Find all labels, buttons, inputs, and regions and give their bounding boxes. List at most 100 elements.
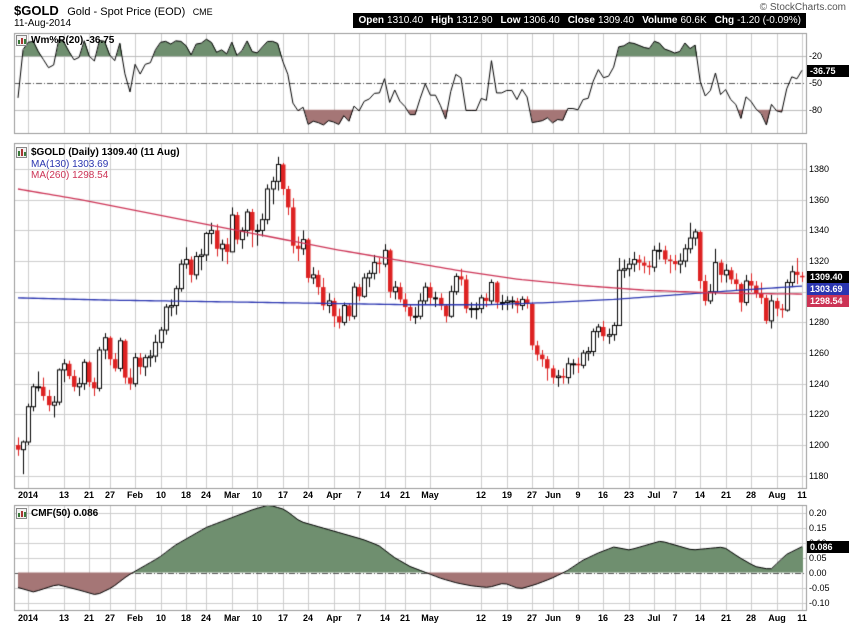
header-title: $GOLD Gold - Spot Price (EOD) CME bbox=[14, 2, 213, 20]
x-axis-label: 11 bbox=[797, 613, 807, 623]
quote-value: 1310.40 bbox=[387, 15, 424, 26]
ma260-value-badge: 1298.54 bbox=[807, 295, 849, 307]
x-axis-label: Aug bbox=[768, 490, 786, 500]
x-axis-label: May bbox=[421, 613, 439, 623]
cmf-panel-label: CMF(50) 0.086 bbox=[16, 508, 98, 519]
x-axis-label: 9 bbox=[575, 613, 581, 623]
cmf-axis-label: 0.15 bbox=[809, 523, 827, 533]
chart-type-icon[interactable] bbox=[16, 147, 27, 158]
x-axis-label: 23 bbox=[623, 490, 634, 500]
cmf-axis-label: 0.20 bbox=[809, 508, 827, 518]
wpr-axis-label: -20 bbox=[809, 51, 823, 61]
x-axis-label: 27 bbox=[104, 613, 115, 623]
quote-label: Chg bbox=[714, 15, 735, 26]
x-axis-label: Feb bbox=[126, 490, 143, 500]
x-axis-label: 16 bbox=[597, 613, 608, 623]
x-axis-label: 10 bbox=[155, 613, 166, 623]
x-axis-label: 2014 bbox=[17, 490, 39, 500]
x-axis-label: 23 bbox=[623, 613, 634, 623]
x-axis-label: 18 bbox=[180, 490, 191, 500]
wpr-axis-label: -50 bbox=[809, 78, 823, 88]
x-axis-label: 16 bbox=[597, 490, 608, 500]
quote-label: Volume bbox=[642, 15, 678, 26]
price-axis-label: 1220 bbox=[809, 409, 830, 419]
price-axis-label: 1280 bbox=[809, 317, 830, 327]
x-axis-label: 10 bbox=[251, 490, 262, 500]
price-axis-label: 1240 bbox=[809, 379, 830, 389]
wpr-panel-label: Wm%R(20) -36.75 bbox=[16, 35, 114, 46]
quote-label: High bbox=[431, 15, 454, 26]
quote-label: Open bbox=[358, 15, 385, 26]
x-axis-label: 10 bbox=[155, 490, 166, 500]
x-axis-label: 19 bbox=[501, 613, 512, 623]
quote-strip: Open 1310.40 High 1312.90 Low 1306.40 Close 130… bbox=[353, 13, 806, 28]
x-axis-label: May bbox=[421, 490, 439, 500]
cmf-axis-label: -0.10 bbox=[809, 598, 830, 608]
cmf-axis-label: 0.05 bbox=[809, 553, 827, 563]
x-axis-label: 7 bbox=[672, 490, 678, 500]
price-axis-label: 1360 bbox=[809, 195, 830, 205]
price-axis-label: 1180 bbox=[809, 471, 829, 481]
x-axis-label: 24 bbox=[200, 613, 211, 623]
x-axis-label: 24 bbox=[302, 613, 313, 623]
x-axis-label: 28 bbox=[745, 490, 756, 500]
chart-type-icon[interactable] bbox=[16, 35, 27, 46]
x-axis-label: 7 bbox=[356, 613, 362, 623]
x-axis-label: 17 bbox=[277, 490, 288, 500]
x-axis-label: Jul bbox=[647, 613, 661, 623]
chart-type-icon[interactable] bbox=[16, 508, 27, 519]
x-axis-label: 14 bbox=[379, 613, 390, 623]
quote-label: Close bbox=[567, 15, 595, 26]
x-axis-label: Apr bbox=[326, 613, 342, 623]
quote-value: 60.6K bbox=[680, 15, 707, 26]
x-axis-label: 19 bbox=[501, 490, 512, 500]
x-axis-label: Jul bbox=[647, 490, 661, 500]
x-axis-label: 21 bbox=[83, 490, 94, 500]
ma260-legend: MA(260) 1298.54 bbox=[31, 170, 109, 181]
close-price-badge: 1309.40 bbox=[807, 271, 849, 283]
x-axis-label: Mar bbox=[223, 613, 240, 623]
quote-label: Low bbox=[500, 15, 521, 26]
wpr-axis-label: -80 bbox=[809, 105, 823, 115]
x-axis-label: Apr bbox=[326, 490, 342, 500]
x-axis-label: 7 bbox=[672, 613, 678, 623]
x-axis-label: 13 bbox=[58, 490, 69, 500]
x-axis-label: Feb bbox=[126, 613, 143, 623]
x-axis-label: 27 bbox=[526, 613, 537, 623]
x-axis-label: 12 bbox=[475, 613, 486, 623]
quote-value: 1306.40 bbox=[523, 15, 560, 26]
x-axis-label: 2014 bbox=[17, 613, 39, 623]
x-axis-label: Mar bbox=[223, 490, 240, 500]
ma130-value-badge: 1303.69 bbox=[807, 283, 849, 295]
ma130-legend: MA(130) 1303.69 bbox=[31, 159, 109, 170]
x-axis-label: 9 bbox=[575, 490, 581, 500]
price-label-text: $GOLD (Daily) 1309.40 (11 Aug) bbox=[31, 147, 180, 158]
x-axis-label: 24 bbox=[200, 490, 211, 500]
wpr-value-badge: -36.75 bbox=[807, 65, 849, 77]
x-axis-label: 11 bbox=[797, 490, 807, 500]
copyright: © StockCharts.com bbox=[759, 2, 846, 13]
price-axis-label: 1320 bbox=[809, 256, 830, 266]
x-axis-label: 14 bbox=[694, 613, 705, 623]
x-axis-label: 21 bbox=[720, 613, 731, 623]
price-axis-label: 1340 bbox=[809, 225, 830, 235]
x-axis-label: 12 bbox=[475, 490, 486, 500]
price-axis-label: 1260 bbox=[809, 348, 830, 358]
x-axis-label: 14 bbox=[694, 490, 705, 500]
x-axis-label: 21 bbox=[83, 613, 94, 623]
quote-date: 11-Aug-2014 bbox=[14, 18, 72, 29]
x-axis-label: 27 bbox=[104, 490, 115, 500]
quote-value: 1309.40 bbox=[597, 15, 635, 26]
instrument-name: Gold - Spot Price (EOD) bbox=[67, 6, 186, 18]
x-axis-label: 13 bbox=[58, 613, 69, 623]
x-axis-label: 21 bbox=[720, 490, 731, 500]
x-axis-label: 21 bbox=[399, 490, 410, 500]
wpr-label-text: Wm%R(20) -36.75 bbox=[31, 35, 115, 46]
cmf-axis-label: -0.05 bbox=[809, 583, 830, 593]
price-axis-label: 1200 bbox=[809, 440, 830, 450]
quote-value: 1312.90 bbox=[456, 15, 493, 26]
x-axis-label: 7 bbox=[356, 490, 362, 500]
x-axis-label: 18 bbox=[180, 613, 191, 623]
price-panel-label: $GOLD (Daily) 1309.40 (11 Aug) bbox=[16, 147, 180, 158]
